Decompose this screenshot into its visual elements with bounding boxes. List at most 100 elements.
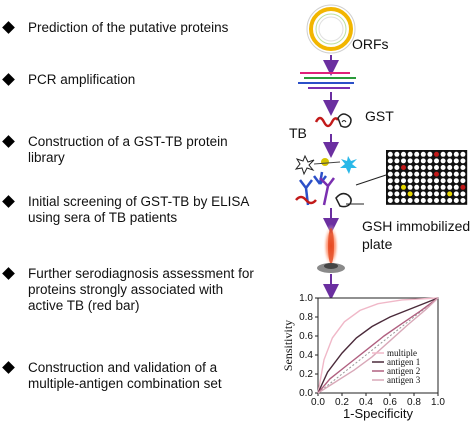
plate-well	[401, 178, 406, 184]
plate-well	[453, 198, 459, 203]
plate-well	[401, 191, 406, 197]
plate-well	[414, 165, 420, 170]
plate-well	[387, 178, 393, 184]
plate-well	[434, 191, 439, 197]
plate-well	[447, 158, 453, 164]
plate-well	[460, 165, 466, 170]
plate-well	[434, 178, 439, 184]
plate-well	[440, 151, 446, 157]
plate-well	[427, 171, 433, 177]
plate-well	[420, 198, 426, 203]
plate-well	[401, 151, 406, 157]
plate-well	[394, 198, 400, 203]
plate-well	[394, 191, 400, 197]
plate-well	[414, 178, 420, 184]
signal-spot-icon	[317, 224, 345, 273]
x-tick-label: 0.2	[335, 397, 349, 408]
legend-label: antigen 1	[387, 357, 420, 367]
plate-well	[414, 184, 420, 190]
plate-well	[434, 184, 439, 190]
x-tick-label: 0.4	[359, 397, 373, 408]
plate-well	[394, 178, 400, 184]
plate-well	[401, 198, 406, 203]
elisa-complex-icon	[294, 154, 364, 208]
x-tick-label: 0.6	[383, 397, 397, 408]
roc-series-line	[317, 297, 439, 394]
plate-well	[420, 171, 426, 177]
roc-series-line	[317, 297, 439, 394]
plate-well	[453, 151, 459, 157]
step-initial-screening-text: Initial screening of GST-TB by ELISA usin…	[28, 194, 250, 225]
y-tick-label: 0.2	[299, 369, 313, 380]
plate-well	[453, 158, 459, 164]
plate-well	[434, 151, 439, 157]
plate-well	[447, 165, 453, 170]
plate-well	[394, 184, 400, 190]
plate-well	[394, 158, 400, 164]
plate-well	[427, 158, 433, 164]
plate-well	[401, 165, 406, 170]
y-tick-label: 0.6	[299, 331, 313, 342]
plate-well	[414, 158, 420, 164]
plate-well	[440, 198, 446, 203]
tb-label: TB	[289, 125, 307, 141]
plate-well	[407, 171, 413, 177]
plate-well	[420, 178, 426, 184]
y-tick-label: 0.4	[299, 350, 313, 361]
plate-well	[427, 151, 433, 157]
plate-well	[407, 198, 413, 203]
plate-well	[387, 171, 393, 177]
pcr-products-icon	[298, 72, 356, 89]
plate-well	[434, 198, 439, 203]
step-prediction-text: Prediction of the putative proteins	[28, 20, 229, 35]
plate-well	[427, 184, 433, 190]
roc-series-line	[317, 297, 439, 394]
plate-well	[407, 165, 413, 170]
plate-well	[427, 191, 433, 197]
x-tick-label: 0.8	[407, 397, 421, 408]
plate-well	[447, 184, 453, 190]
plate-well	[401, 171, 406, 177]
plate-well	[447, 191, 453, 197]
plate-well	[447, 178, 453, 184]
genome-circle-icon	[306, 4, 356, 54]
step-pcr-text: PCR amplification	[28, 72, 136, 87]
plate-well	[453, 165, 459, 170]
plate-well	[407, 178, 413, 184]
hrp-star-icon	[294, 154, 315, 176]
roc-chart: 0.0 0.2 0.4 0.6 0.8 1.0 0.0 0.2 0.4 0.6 0.8 1.0 1-Sp…	[281, 293, 445, 421]
plate-well	[440, 165, 446, 170]
plate-well	[440, 171, 446, 177]
plate-well	[407, 184, 413, 190]
plate-well	[387, 165, 393, 170]
step-construction-library-text: Construction of a GST-TB protein library	[28, 134, 228, 165]
plate-well	[407, 151, 413, 157]
y-axis-label: Sensitivity	[281, 320, 295, 371]
gst-label: GST	[365, 108, 394, 124]
plate-well	[420, 165, 426, 170]
plate-well	[414, 151, 420, 157]
plate-well	[394, 165, 400, 170]
plate-well	[447, 198, 453, 203]
plate-well	[427, 178, 433, 184]
plate-well	[434, 171, 439, 177]
plate-well	[440, 158, 446, 164]
plate-well	[453, 178, 459, 184]
orfs-label: ORFs	[352, 36, 389, 52]
plate-well	[387, 151, 393, 157]
legend-label: antigen 2	[387, 366, 420, 376]
y-tick-label: 1.0	[299, 293, 313, 304]
legend-label: multiple	[387, 348, 417, 358]
plate-label: GSH immobilized plate	[362, 218, 471, 252]
step-validation-text: Construction and validation of a multiple…	[28, 360, 222, 391]
plate-well	[427, 198, 433, 203]
plate-well	[440, 184, 446, 190]
plate-well	[434, 165, 439, 170]
plate-well	[407, 158, 413, 164]
plate-well	[453, 184, 459, 190]
plate-well	[440, 191, 446, 197]
x-tick-label: 0.0	[311, 397, 325, 408]
plate-well	[460, 151, 466, 157]
y-tick-label: 0.0	[299, 388, 313, 399]
